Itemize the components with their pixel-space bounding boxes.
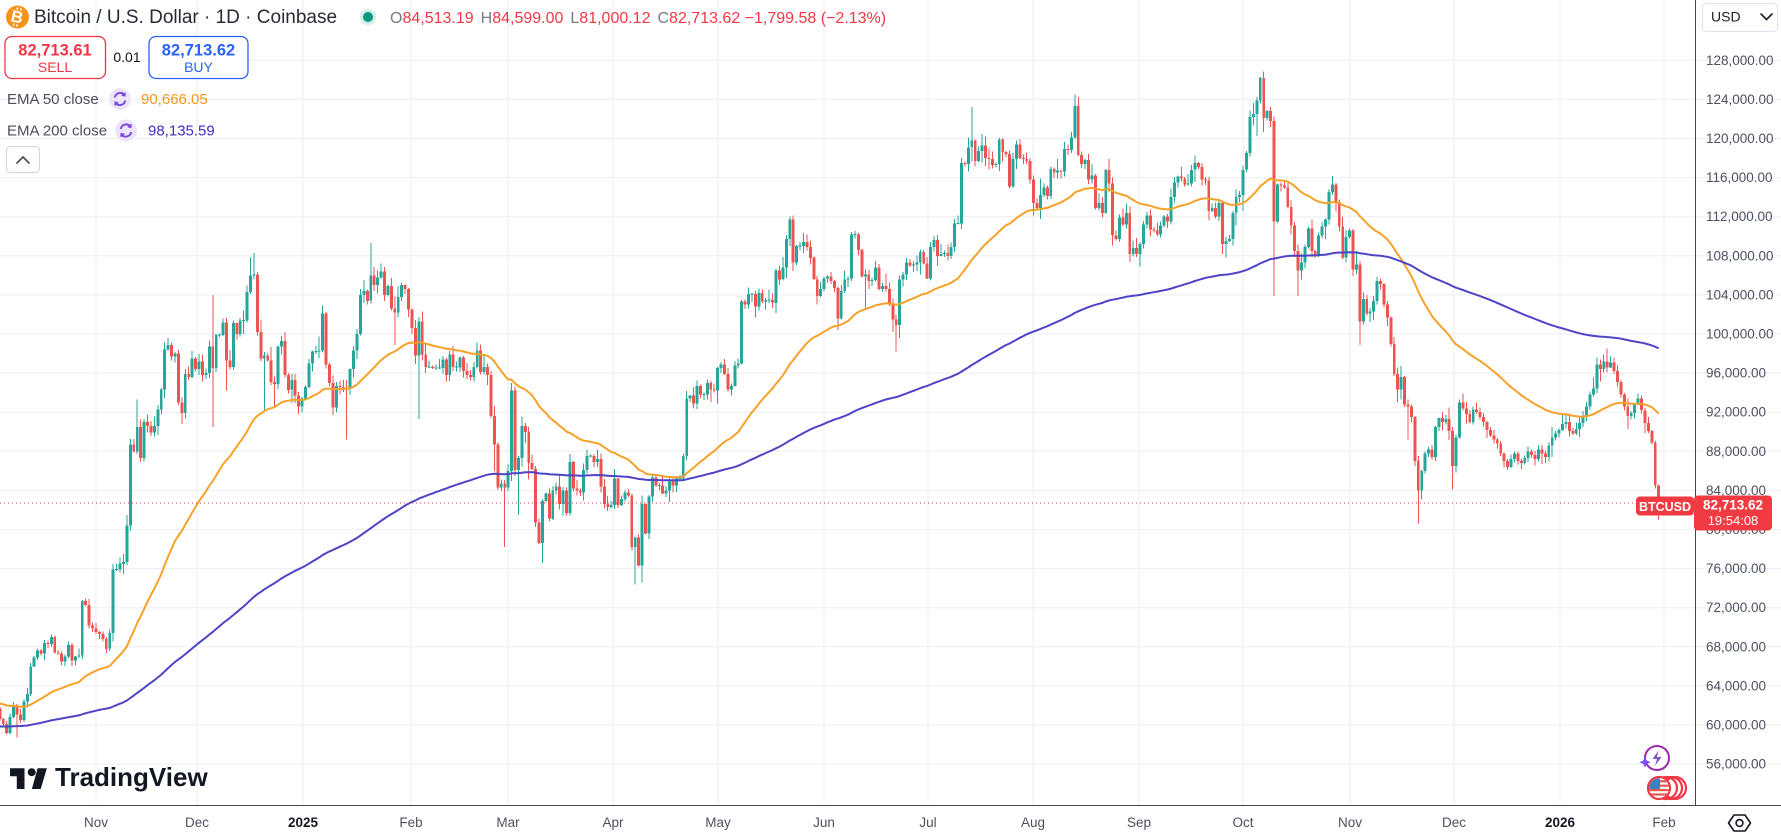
svg-text:USD: USD [1711, 9, 1741, 25]
svg-text:112,000.00: 112,000.00 [1706, 209, 1773, 224]
svg-text:Apr: Apr [602, 815, 624, 830]
svg-text:124,000.00: 124,000.00 [1706, 92, 1774, 107]
svg-text:90,666.05: 90,666.05 [141, 91, 208, 108]
svg-text:19:54:08: 19:54:08 [1708, 513, 1759, 528]
svg-text:Feb: Feb [1652, 815, 1675, 830]
svg-text:108,000.00: 108,000.00 [1706, 248, 1774, 263]
svg-text:82,713.62: 82,713.62 [162, 42, 235, 60]
svg-text:92,000.00: 92,000.00 [1706, 405, 1766, 420]
svg-text:B: B [9, 7, 25, 27]
svg-text:EMA 50 close: EMA 50 close [7, 91, 99, 108]
svg-text:100,000.00: 100,000.00 [1706, 327, 1774, 342]
svg-text:120,000.00: 120,000.00 [1706, 131, 1774, 146]
svg-text:EMA 200 close: EMA 200 close [7, 123, 107, 140]
svg-text:88,000.00: 88,000.00 [1706, 444, 1766, 459]
svg-text:Oct: Oct [1232, 815, 1253, 830]
svg-text:Bitcoin / U.S. Dollar · 1D · C: Bitcoin / U.S. Dollar · 1D · Coinbase [34, 7, 337, 28]
svg-text:Feb: Feb [399, 815, 422, 830]
svg-text:2025: 2025 [288, 815, 319, 830]
svg-text:96,000.00: 96,000.00 [1706, 366, 1766, 381]
svg-text:Dec: Dec [1442, 815, 1466, 830]
svg-text:Dec: Dec [185, 815, 209, 830]
svg-text:Nov: Nov [84, 815, 108, 830]
svg-text:68,000.00: 68,000.00 [1706, 639, 1766, 654]
svg-text:0.01: 0.01 [113, 49, 140, 65]
svg-text:Mar: Mar [496, 815, 520, 830]
svg-text:May: May [705, 815, 731, 830]
svg-text:2026: 2026 [1545, 815, 1576, 830]
svg-text:Nov: Nov [1338, 815, 1362, 830]
svg-text:82,713.61: 82,713.61 [18, 42, 91, 60]
svg-text:Aug: Aug [1021, 815, 1045, 830]
svg-text:64,000.00: 64,000.00 [1706, 678, 1766, 693]
svg-text:BUY: BUY [184, 59, 213, 75]
svg-text:SELL: SELL [38, 59, 72, 75]
svg-text:82,713.62: 82,713.62 [1703, 498, 1763, 513]
svg-text:60,000.00: 60,000.00 [1706, 718, 1766, 733]
svg-text:104,000.00: 104,000.00 [1706, 287, 1774, 302]
svg-text:116,000.00: 116,000.00 [1706, 170, 1773, 185]
svg-text:72,000.00: 72,000.00 [1706, 600, 1766, 615]
svg-text:84,000.00: 84,000.00 [1706, 483, 1766, 498]
svg-text:56,000.00: 56,000.00 [1706, 757, 1766, 772]
svg-text:Jul: Jul [919, 815, 936, 830]
svg-text:Jun: Jun [813, 815, 835, 830]
svg-text:TradingView: TradingView [55, 762, 208, 792]
svg-text:128,000.00: 128,000.00 [1706, 53, 1774, 68]
svg-text:98,135.59: 98,135.59 [148, 123, 215, 140]
svg-text:Sep: Sep [1127, 815, 1151, 830]
svg-text:76,000.00: 76,000.00 [1706, 561, 1766, 576]
svg-text:BTCUSD: BTCUSD [1639, 500, 1691, 514]
